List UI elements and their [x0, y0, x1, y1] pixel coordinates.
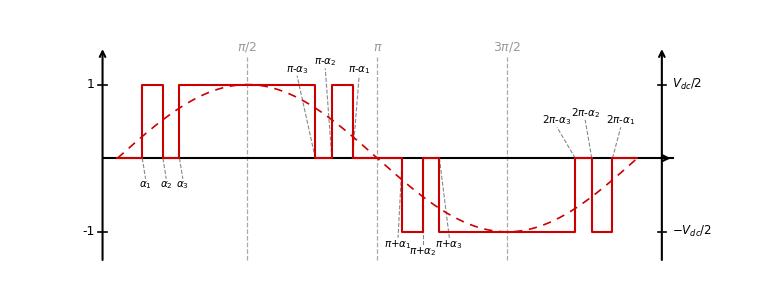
- Text: $\alpha_1$: $\alpha_1$: [139, 179, 152, 191]
- Text: $2\pi$-$\alpha_1$: $2\pi$-$\alpha_1$: [606, 114, 635, 127]
- Text: $2\pi$-$\alpha_3$: $2\pi$-$\alpha_3$: [543, 114, 572, 127]
- Text: $\pi$-$\alpha_1$: $\pi$-$\alpha_1$: [348, 64, 371, 76]
- Text: $\pi$: $\pi$: [372, 41, 382, 54]
- Text: $\pi$-$\alpha_3$: $\pi$-$\alpha_3$: [286, 64, 309, 76]
- Text: $\pi/2$: $\pi/2$: [238, 40, 257, 54]
- Text: $\alpha_2$: $\alpha_2$: [160, 179, 173, 191]
- Text: $-V_{dc}/2$: $-V_{dc}/2$: [672, 224, 712, 239]
- Text: $\pi$-$\alpha_2$: $\pi$-$\alpha_2$: [314, 57, 337, 68]
- Text: $V_{dc}/2$: $V_{dc}/2$: [672, 77, 702, 92]
- Text: $\alpha_3$: $\alpha_3$: [176, 179, 190, 191]
- Text: $3\pi/2$: $3\pi/2$: [493, 40, 521, 54]
- Text: $\pi$+$\alpha_2$: $\pi$+$\alpha_2$: [409, 245, 437, 258]
- Text: $\pi$+$\alpha_1$: $\pi$+$\alpha_1$: [384, 238, 412, 251]
- Text: 1: 1: [87, 78, 94, 91]
- Text: -1: -1: [82, 225, 94, 238]
- Text: $2\pi$-$\alpha_2$: $2\pi$-$\alpha_2$: [570, 106, 600, 120]
- Text: $\pi$+$\alpha_3$: $\pi$+$\alpha_3$: [436, 238, 464, 251]
